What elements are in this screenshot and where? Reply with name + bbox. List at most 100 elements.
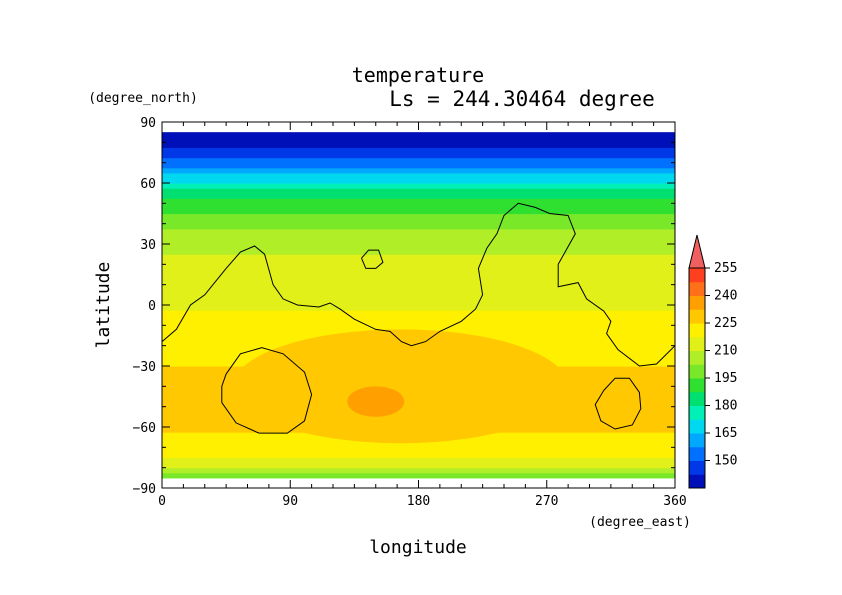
heatmap-band: [162, 269, 675, 276]
heatmap-band: [162, 299, 675, 306]
heatmap-band: [162, 284, 675, 291]
heatmap-band: [162, 142, 675, 149]
colorbar: 150 165 180 195 210 225 240 255: [688, 234, 737, 489]
colorbar-tick-label: 180: [714, 399, 737, 414]
heatmap-band: [162, 152, 675, 159]
y-tick-label: 60: [140, 177, 156, 192]
colorbar-tick-label: 150: [714, 454, 737, 469]
heatmap-band: [162, 218, 675, 225]
heatmap-band: [162, 305, 675, 311]
heatmap-band: [162, 315, 675, 321]
colorbar-tick-label: 255: [714, 261, 737, 276]
y-tick-label: −90: [133, 482, 156, 497]
heatmap-band: [162, 223, 675, 230]
y-tick-label: −60: [133, 421, 156, 436]
heatmap-warm-region: [233, 329, 569, 444]
colorbar-swatch: [689, 433, 705, 448]
colorbar-swatch: [689, 446, 705, 461]
heatmap-band: [162, 132, 675, 138]
heatmap-band: [162, 254, 675, 260]
contour-lines: [162, 202, 675, 434]
heatmap-band: [162, 137, 675, 143]
colorbar-swatch: [689, 378, 705, 393]
heatmap-band: [162, 320, 675, 326]
heatmap-band: [162, 244, 675, 250]
colorbar-tick-label: 240: [714, 289, 737, 304]
contour-line: [221, 347, 313, 434]
heatmap-band: [162, 249, 675, 255]
heatmap-band: [162, 147, 675, 154]
heatmap-band: [162, 457, 675, 464]
contour-line: [361, 249, 384, 269]
y-tick-label: 0: [148, 299, 156, 314]
heatmap-band: [162, 208, 675, 215]
colorbar-swatch: [689, 295, 705, 310]
heatmap-band: [162, 193, 675, 199]
x-axis-title: longitude: [369, 537, 467, 558]
colorbar-swatch: [689, 350, 705, 365]
heatmap-band: [162, 162, 675, 169]
x-tick-label: 270: [535, 494, 558, 509]
heatmap-band: [162, 213, 675, 220]
heatmap-band: [162, 167, 675, 174]
heatmap-band: [162, 188, 675, 194]
x-tick-label: 180: [407, 494, 430, 509]
heatmap-band: [162, 238, 675, 245]
x-units-label: (degree_east): [589, 515, 691, 530]
x-tick-label: 0: [158, 494, 166, 509]
contour-line: [162, 202, 675, 367]
heatmap-band: [162, 264, 675, 271]
heatmap-band: [162, 472, 675, 479]
heatmap-band: [162, 172, 675, 179]
colorbar-tick-label: 225: [714, 316, 737, 331]
y-tick-label: 90: [140, 116, 156, 131]
colorbar-extend-arrow: [688, 234, 706, 269]
y-units-label: (degree_north): [88, 91, 198, 106]
heatmap-band: [162, 447, 675, 454]
heatmap-band: [162, 467, 675, 474]
heatmap-band: [162, 233, 675, 240]
x-tick-label: 360: [663, 494, 686, 509]
colorbar-swatch: [689, 405, 705, 420]
heatmap-band: [162, 294, 675, 301]
heatmap-band: [162, 462, 675, 469]
colorbar-tick-label: 165: [714, 426, 737, 441]
heatmap-band: [162, 325, 675, 332]
colorbar-swatch: [689, 460, 705, 475]
heatmap-band: [162, 279, 675, 286]
heatmap-band: [162, 452, 675, 459]
colorbar-swatch: [689, 323, 705, 338]
axis-ticks: 0 90 180 270 360 90 60 30 0 −30 −60 −90: [133, 116, 687, 509]
y-tick-label: 30: [140, 238, 156, 253]
colorbar-swatch: [689, 268, 705, 283]
colorbar-swatch: [689, 336, 705, 351]
y-tick-label: −30: [133, 360, 156, 375]
heatmap-band: [162, 198, 675, 204]
colorbar-swatch: [689, 309, 705, 324]
heatmap-field: [162, 132, 675, 479]
heatmap-band: [162, 274, 675, 281]
colorbar-swatch: [689, 474, 705, 489]
colorbar-tick-label: 195: [714, 371, 737, 386]
chart-title: temperature: [352, 63, 484, 87]
heatmap-band: [162, 157, 675, 164]
heatmap-hot-spot: [347, 386, 405, 417]
colorbar-swatch: [689, 419, 705, 434]
contour-line: [594, 377, 642, 430]
heatmap-band: [162, 228, 675, 235]
x-tick-label: 90: [282, 494, 298, 509]
heatmap-band: [162, 177, 675, 184]
colorbar-swatch: [689, 281, 705, 296]
chart-subtitle: Ls = 244.30464 degree: [389, 87, 655, 111]
heatmap-band: [162, 203, 675, 210]
colorbar-swatch: [689, 391, 705, 406]
colorbar-swatch: [689, 364, 705, 379]
colorbar-tick-label: 210: [714, 344, 737, 359]
heatmap-band: [162, 259, 675, 265]
y-axis-title: latitude: [93, 262, 114, 349]
heatmap-band: [162, 183, 675, 189]
heatmap-band: [162, 310, 675, 316]
heatmap-band: [162, 289, 675, 296]
heatmap-band: [162, 442, 675, 448]
